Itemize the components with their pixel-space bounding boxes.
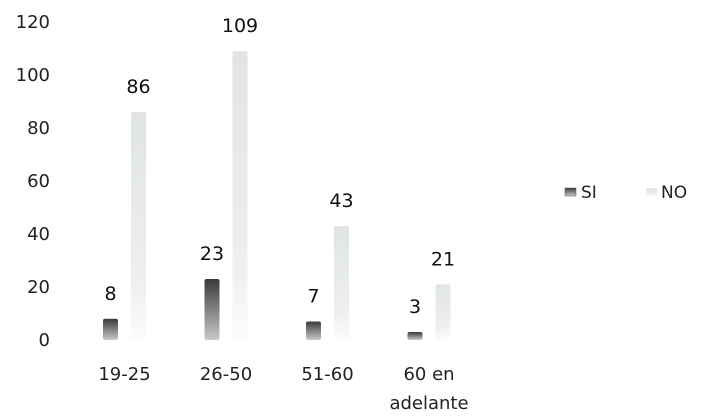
x-axis: 19-25 26-50 51-60 60 en adelante <box>98 364 468 414</box>
y-tick-label: 100 <box>16 65 50 86</box>
bar-si-3 <box>306 321 321 340</box>
bar-si-1 <box>103 318 118 340</box>
data-label-no-3: 43 <box>329 190 353 212</box>
x-tick-label: 26-50 <box>200 364 252 385</box>
y-tick-label: 40 <box>27 224 50 245</box>
legend-swatch-no <box>646 188 657 196</box>
x-tick-label: 19-25 <box>98 364 150 385</box>
data-label-si-2: 23 <box>200 243 224 265</box>
data-label-no-4: 21 <box>431 248 455 270</box>
y-tick-label: 80 <box>27 118 50 139</box>
data-label-si-3: 7 <box>307 285 319 307</box>
bar-no-2 <box>232 51 248 341</box>
bar-no-3 <box>334 226 349 340</box>
y-tick-label: 60 <box>27 171 50 192</box>
y-tick-label: 0 <box>39 330 50 351</box>
legend-label-no: NO <box>661 183 687 203</box>
data-label-no-2: 109 <box>222 15 258 37</box>
x-tick-label: 51-60 <box>301 364 353 385</box>
y-tick-label: 20 <box>27 277 50 298</box>
legend: SI NO <box>564 183 687 203</box>
data-label-si-1: 8 <box>104 283 116 305</box>
y-tick-label: 120 <box>16 12 50 33</box>
y-axis: 0 20 40 60 80 100 120 <box>16 12 50 351</box>
data-label-no-1: 86 <box>126 76 150 98</box>
bar-si-2 <box>204 279 220 340</box>
bar-no-1 <box>131 112 146 340</box>
legend-swatch-si <box>564 187 577 197</box>
bar-no-4 <box>435 284 451 340</box>
x-tick-label: 60 en adelante <box>389 364 468 414</box>
data-label-si-4: 3 <box>409 296 421 318</box>
bar-si-4 <box>407 332 423 340</box>
legend-label-si: SI <box>581 183 597 203</box>
bars: 8 86 23 109 7 43 3 21 <box>103 15 455 341</box>
